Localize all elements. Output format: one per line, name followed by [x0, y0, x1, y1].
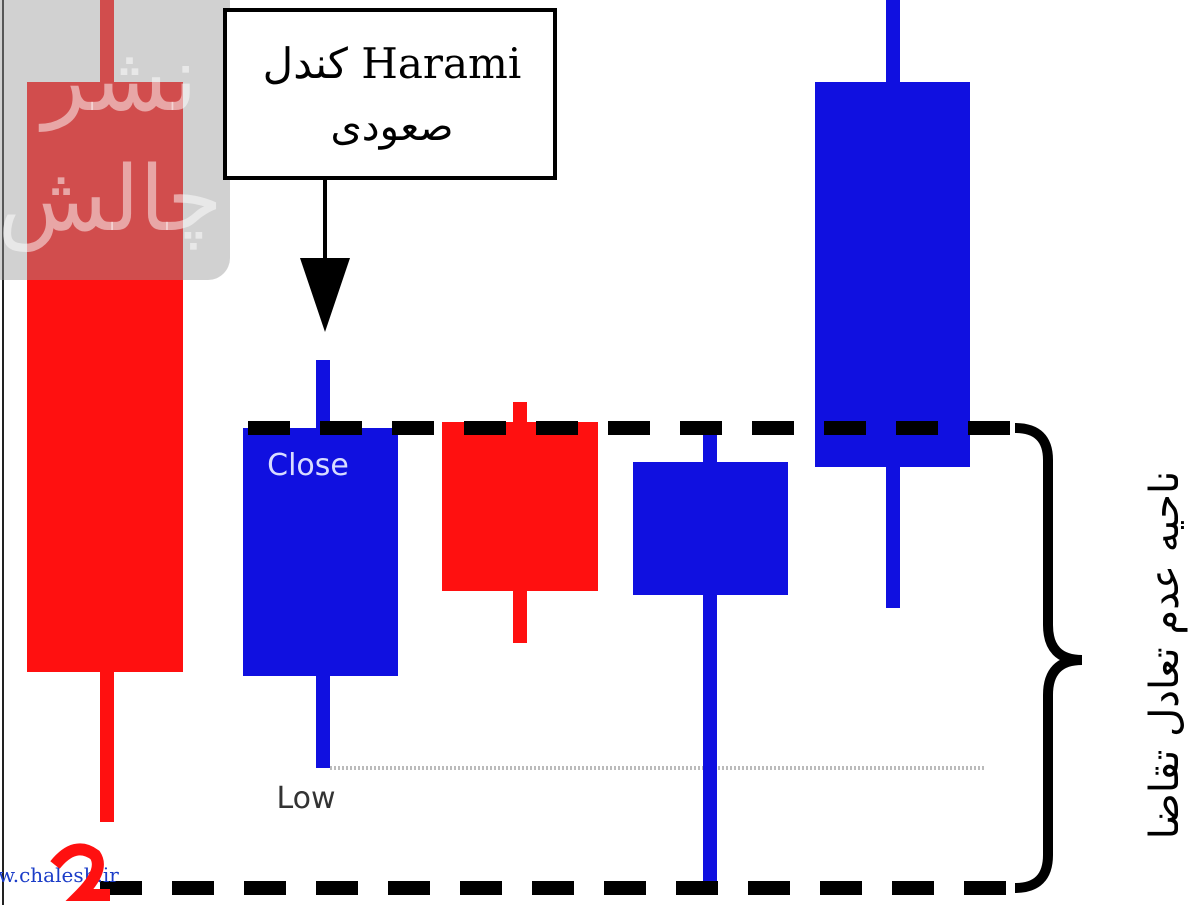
watermark-box	[0, 0, 230, 280]
callout-box	[223, 8, 557, 180]
brace	[1014, 423, 1083, 893]
candle-body	[27, 82, 183, 672]
low-label: Low	[276, 781, 335, 816]
callout-text: کندل Harami	[263, 39, 522, 88]
logo	[50, 843, 110, 901]
callout-text: صعودی	[330, 104, 453, 150]
watermark-text: چالش	[0, 147, 223, 252]
candle-body	[815, 82, 970, 467]
watermark-text: نشر	[39, 27, 198, 132]
candle-body	[243, 428, 398, 676]
arrow-head	[300, 258, 350, 332]
candle-body	[442, 422, 598, 591]
close-label: Close	[267, 448, 349, 483]
zone-label: ناحیه عدم تعادل تقاضا	[1142, 471, 1188, 840]
candle-body	[633, 462, 788, 595]
